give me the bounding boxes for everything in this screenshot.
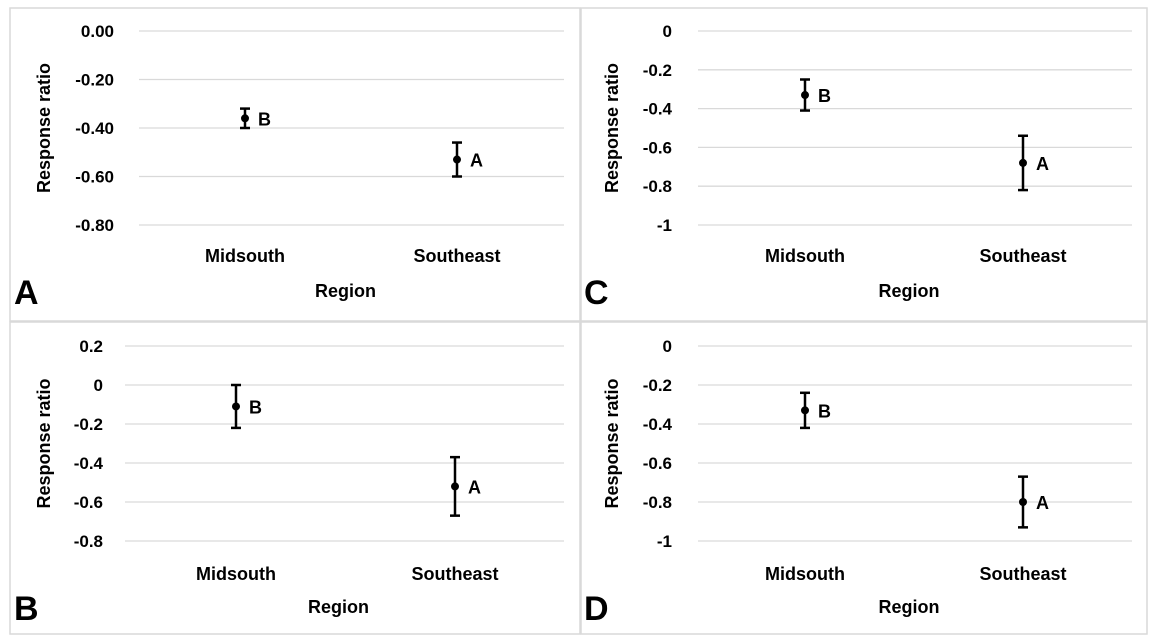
y-tick-label: -0.8: [74, 532, 103, 551]
data-point: [232, 402, 240, 411]
x-category-label: Southeast: [979, 246, 1066, 266]
x-category-label: Midsouth: [765, 564, 845, 584]
y-tick-label: -0.80: [75, 216, 114, 235]
panel-letter: B: [14, 590, 39, 628]
significance-label: A: [470, 151, 483, 171]
panel-d: 0 -0.2 -0.4 -0.6 -0.8 -1 Midsouth Southeast Regi…: [580, 321, 1148, 635]
y-tick-label: -1: [657, 532, 672, 551]
panel-frame: [9, 321, 581, 635]
y-axis-title: Response ratio: [34, 378, 54, 508]
y-tick-label: 0: [663, 22, 672, 41]
y-tick-label: 0: [663, 337, 672, 356]
x-axis-title: Region: [315, 281, 376, 301]
y-tick-label: -0.6: [74, 493, 103, 512]
y-tick-label: -0.8: [643, 493, 672, 512]
y-tick-label: -0.2: [643, 376, 672, 395]
significance-label: B: [818, 401, 831, 421]
significance-label: B: [258, 109, 271, 129]
y-tick-label: 0.00: [81, 22, 114, 41]
y-axis-title: Response ratio: [602, 378, 622, 508]
y-tick-label: -0.40: [75, 119, 114, 138]
data-point: [1019, 158, 1027, 167]
significance-label: A: [1036, 493, 1049, 513]
x-category-label: Southeast: [413, 246, 500, 266]
y-tick-label: -1: [657, 216, 672, 235]
x-category-label: Southeast: [411, 564, 498, 584]
x-category-label: Midsouth: [196, 564, 276, 584]
significance-label: A: [468, 477, 481, 497]
x-axis-title: Region: [308, 597, 369, 617]
panel-frame: [580, 7, 1148, 322]
y-tick-label: 0.2: [79, 337, 103, 356]
y-tick-label: -0.4: [74, 454, 104, 473]
panel-b: 0.2 0 -0.2 -0.4 -0.6 -0.8 Midsouth Southeast Reg…: [9, 321, 581, 635]
y-tick-label: -0.8: [643, 177, 672, 196]
panel-a: 0.00 -0.20 -0.40 -0.60 -0.80 Midsouth Southeas…: [9, 7, 581, 322]
y-tick-label: -0.4: [643, 100, 673, 119]
data-point: [801, 91, 809, 100]
data-point: [451, 482, 459, 491]
panel-letter: C: [584, 274, 609, 312]
data-point: [1019, 498, 1027, 506]
y-tick-label: -0.4: [643, 415, 673, 434]
y-tick-label: -0.2: [643, 61, 672, 80]
data-point: [801, 406, 809, 415]
y-tick-label: -0.6: [643, 454, 672, 473]
x-category-label: Midsouth: [205, 246, 285, 266]
data-point: [453, 155, 461, 164]
significance-label: A: [1036, 154, 1049, 174]
y-tick-label: -0.2: [74, 415, 103, 434]
y-axis-title: Response ratio: [34, 63, 54, 193]
panel-frame: [580, 321, 1148, 635]
y-tick-label: 0: [94, 376, 103, 395]
data-point: [241, 114, 249, 123]
y-tick-label: -0.6: [643, 138, 672, 157]
x-axis-title: Region: [879, 281, 940, 301]
significance-label: B: [818, 86, 831, 106]
panel-letter: A: [14, 274, 39, 312]
y-tick-label: -0.60: [75, 168, 114, 187]
y-axis-title: Response ratio: [602, 63, 622, 193]
x-category-label: Southeast: [979, 564, 1066, 584]
x-category-label: Midsouth: [765, 246, 845, 266]
panel-c: 0 -0.2 -0.4 -0.6 -0.8 -1 Midsouth Southeast Regi…: [580, 7, 1148, 322]
y-tick-label: -0.20: [75, 71, 114, 90]
panel-frame: [9, 7, 581, 322]
x-axis-title: Region: [879, 597, 940, 617]
significance-label: B: [249, 397, 262, 417]
panel-letter: D: [584, 590, 609, 628]
